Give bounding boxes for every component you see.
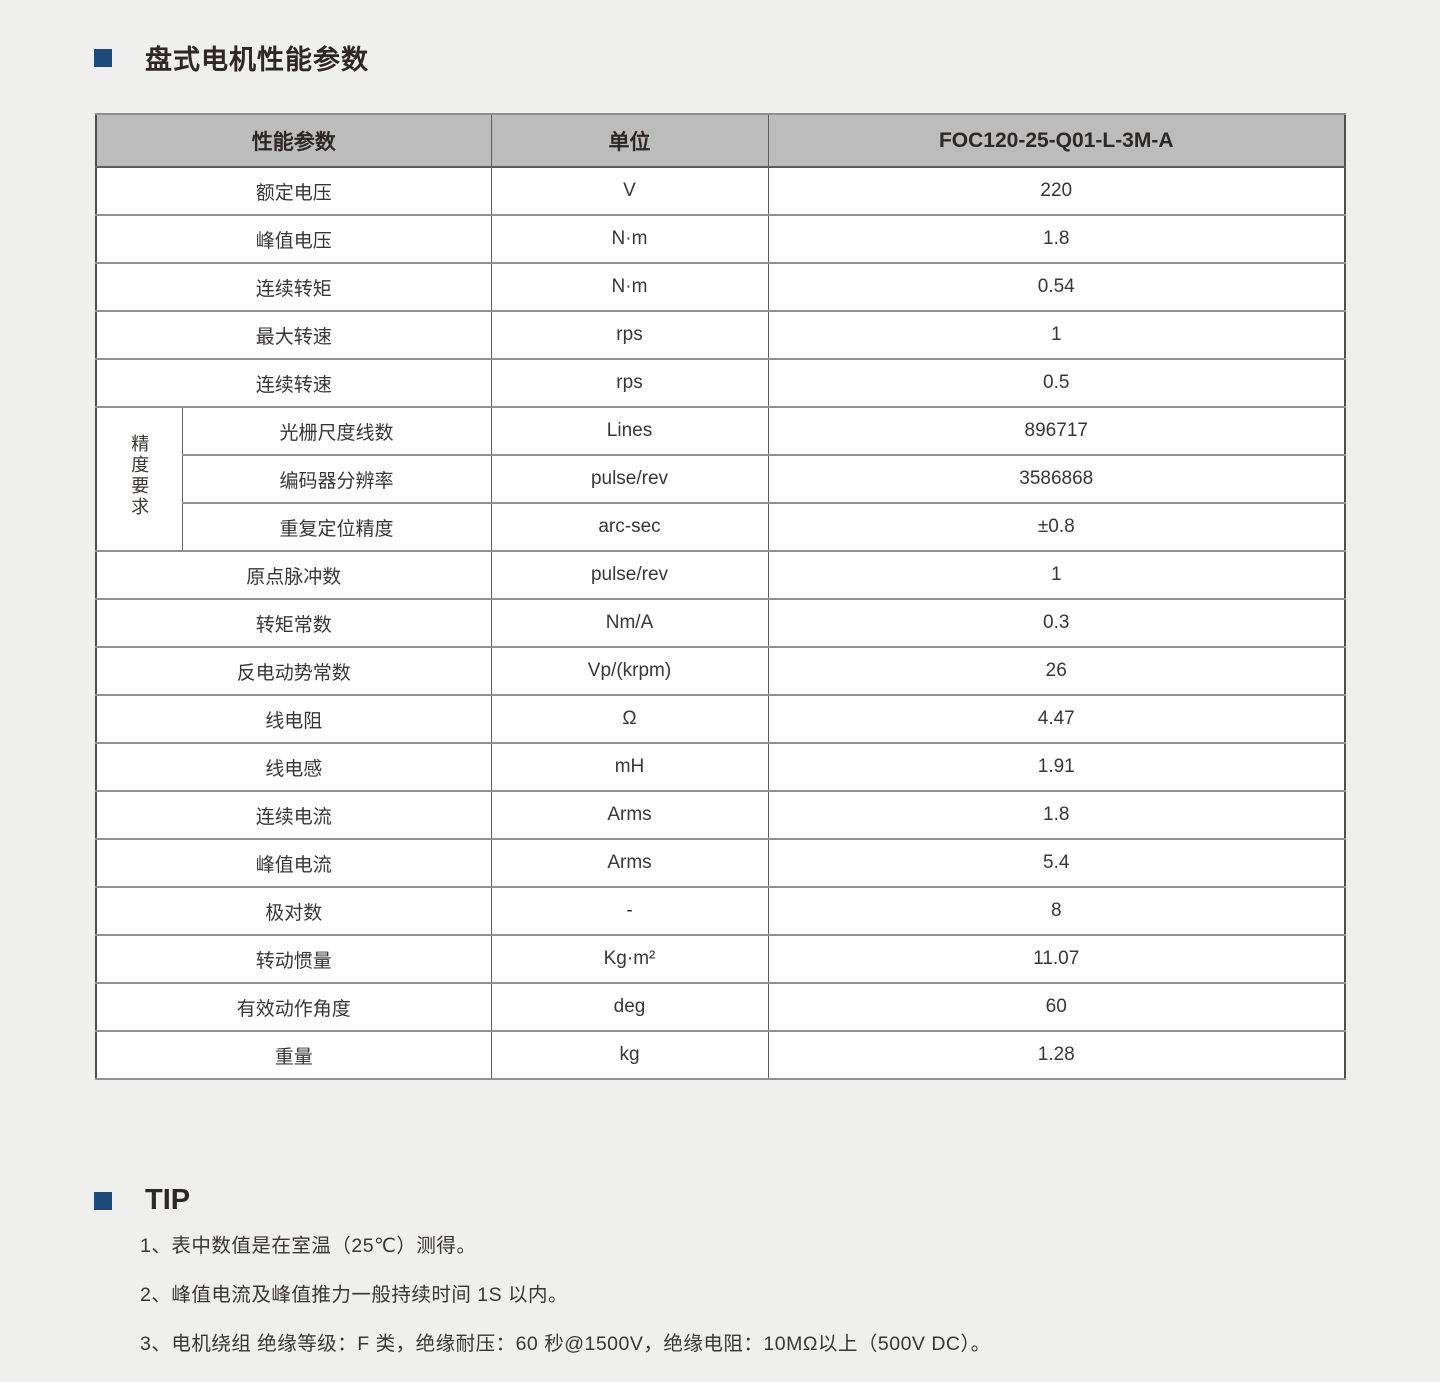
table-row: 编码器分辨率 pulse/rev 3586868 bbox=[96, 454, 1346, 504]
param-cell: 连续转矩 bbox=[95, 262, 492, 312]
table-row: 极对数 - 8 bbox=[95, 886, 1346, 936]
table-row: 连续转速 rps 0.5 bbox=[95, 358, 1346, 408]
value-cell: 896717 bbox=[767, 406, 1346, 456]
param-cell: 原点脉冲数 bbox=[95, 550, 492, 600]
value-cell: 0.54 bbox=[767, 262, 1346, 312]
table-row: 重量 kg 1.28 bbox=[95, 1030, 1346, 1080]
value-cell: 26 bbox=[767, 646, 1346, 696]
value-cell: 60 bbox=[767, 982, 1346, 1032]
section-header-performance: 盘式电机性能参数 bbox=[94, 38, 369, 77]
unit-cell: Lines bbox=[490, 406, 769, 456]
table-row: 连续电流 Arms 1.8 bbox=[95, 790, 1346, 840]
table-header-row: 性能参数 单位 FOC120-25-Q01-L-3M-A bbox=[95, 113, 1346, 168]
param-cell: 转动惯量 bbox=[95, 934, 492, 984]
unit-cell: deg bbox=[490, 982, 769, 1032]
col-header-unit: 单位 bbox=[490, 113, 769, 168]
unit-cell: kg bbox=[490, 1030, 769, 1080]
unit-cell: arc-sec bbox=[490, 502, 769, 552]
value-cell: 1.8 bbox=[767, 214, 1346, 264]
value-cell: 3586868 bbox=[767, 454, 1346, 504]
group-cell-accuracy: 精度要求 bbox=[95, 406, 183, 552]
unit-cell: Ω bbox=[490, 694, 769, 744]
value-cell: 220 bbox=[767, 166, 1346, 216]
param-cell: 重复定位精度 bbox=[181, 502, 492, 552]
param-cell: 线电感 bbox=[95, 742, 492, 792]
value-cell: 0.3 bbox=[767, 598, 1346, 648]
param-cell: 有效动作角度 bbox=[95, 982, 492, 1032]
value-cell: 1 bbox=[767, 550, 1346, 600]
blue-square-bullet-icon bbox=[94, 48, 112, 67]
value-cell: 1.28 bbox=[767, 1030, 1346, 1080]
tip-note-1: 1、表中数值是在室温（25℃）测得。 bbox=[140, 1235, 477, 1257]
param-cell: 极对数 bbox=[95, 886, 492, 936]
unit-cell: Kg·m² bbox=[490, 934, 769, 984]
unit-cell: N·m bbox=[490, 214, 769, 264]
param-cell: 峰值电压 bbox=[95, 214, 492, 264]
unit-cell: N·m bbox=[490, 262, 769, 312]
param-cell: 额定电压 bbox=[95, 166, 492, 216]
value-cell: 4.47 bbox=[767, 694, 1346, 744]
group-label: 精度要求 bbox=[129, 434, 150, 518]
unit-cell: Arms bbox=[490, 790, 769, 840]
col-header-model: FOC120-25-Q01-L-3M-A bbox=[767, 113, 1346, 168]
unit-cell: - bbox=[490, 886, 769, 936]
value-cell: 0.5 bbox=[767, 358, 1346, 408]
param-cell: 连续电流 bbox=[95, 790, 492, 840]
value-cell: 1.8 bbox=[767, 790, 1346, 840]
param-cell: 光栅尺度线数 bbox=[181, 406, 492, 456]
unit-cell: pulse/rev bbox=[490, 550, 769, 600]
tip-note-3: 3、电机绕组 绝缘等级：F 类，绝缘耐压：60 秒@1500V，绝缘电阻：10M… bbox=[140, 1333, 991, 1355]
unit-cell: V bbox=[490, 166, 769, 216]
param-cell: 线电阻 bbox=[95, 694, 492, 744]
unit-cell: mH bbox=[490, 742, 769, 792]
tip-title: TIP bbox=[145, 1184, 191, 1216]
value-cell: 1 bbox=[767, 310, 1346, 360]
table-row: 原点脉冲数 pulse/rev 1 bbox=[95, 550, 1346, 600]
param-cell: 编码器分辨率 bbox=[181, 454, 492, 504]
param-cell: 连续转速 bbox=[95, 358, 492, 408]
table-row: 峰值电流 Arms 5.4 bbox=[95, 838, 1346, 888]
value-cell: 1.91 bbox=[767, 742, 1346, 792]
value-cell: 11.07 bbox=[767, 934, 1346, 984]
value-cell: ±0.8 bbox=[767, 502, 1346, 552]
page-title: 盘式电机性能参数 bbox=[145, 45, 369, 75]
value-cell: 8 bbox=[767, 886, 1346, 936]
motor-spec-table: 性能参数 单位 FOC120-25-Q01-L-3M-A 额定电压 V 220 … bbox=[95, 113, 1346, 1080]
table-row: 重复定位精度 arc-sec ±0.8 bbox=[96, 502, 1346, 552]
tip-note-2: 2、峰值电流及峰值推力一般持续时间 1S 以内。 bbox=[140, 1284, 569, 1306]
table-row: 线电阻 Ω 4.47 bbox=[95, 694, 1346, 744]
param-cell: 反电动势常数 bbox=[95, 646, 492, 696]
table-row: 连续转矩 N·m 0.54 bbox=[95, 262, 1346, 312]
unit-cell: rps bbox=[490, 310, 769, 360]
table-row: 转矩常数 Nm/A 0.3 bbox=[95, 598, 1346, 648]
table-row: 反电动势常数 Vp/(krpm) 26 bbox=[95, 646, 1346, 696]
table-row: 有效动作角度 deg 60 bbox=[95, 982, 1346, 1032]
section-header-tip: TIP bbox=[94, 1184, 190, 1217]
param-cell: 重量 bbox=[95, 1030, 492, 1080]
table-row: 峰值电压 N·m 1.8 bbox=[95, 214, 1346, 264]
unit-cell: rps bbox=[490, 358, 769, 408]
col-header-param: 性能参数 bbox=[95, 113, 492, 168]
unit-cell: Arms bbox=[490, 838, 769, 888]
unit-cell: Vp/(krpm) bbox=[490, 646, 769, 696]
unit-cell: pulse/rev bbox=[490, 454, 769, 504]
table-row: 额定电压 V 220 bbox=[95, 166, 1346, 216]
table-row: 精度要求 光栅尺度线数 Lines 896717 bbox=[95, 406, 1346, 552]
param-cell: 峰值电流 bbox=[95, 838, 492, 888]
table-row: 最大转速 rps 1 bbox=[95, 310, 1346, 360]
table-row: 线电感 mH 1.91 bbox=[95, 742, 1346, 792]
unit-cell: Nm/A bbox=[490, 598, 769, 648]
tip-list: 1、表中数值是在室温（25℃）测得。 2、峰值电流及峰值推力一般持续时间 1S … bbox=[140, 1233, 1340, 1380]
blue-square-bullet-icon bbox=[94, 1191, 112, 1210]
table-row: 转动惯量 Kg·m² 11.07 bbox=[95, 934, 1346, 984]
param-cell: 最大转速 bbox=[95, 310, 492, 360]
value-cell: 5.4 bbox=[767, 838, 1346, 888]
param-cell: 转矩常数 bbox=[95, 598, 492, 648]
